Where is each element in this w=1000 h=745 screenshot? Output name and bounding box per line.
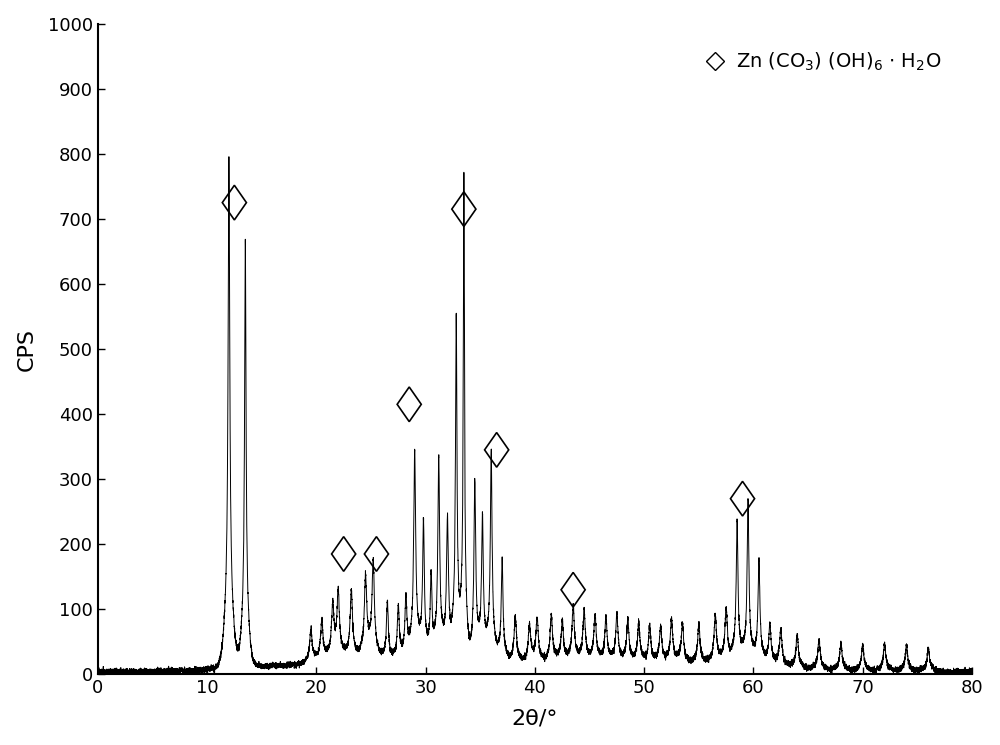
X-axis label: 2θ/°: 2θ/° xyxy=(512,708,558,729)
Y-axis label: CPS: CPS xyxy=(17,328,37,370)
Legend: Zn (CO$_3$) (OH)$_6$ $\cdot$ H$_2$O: Zn (CO$_3$) (OH)$_6$ $\cdot$ H$_2$O xyxy=(697,43,949,81)
